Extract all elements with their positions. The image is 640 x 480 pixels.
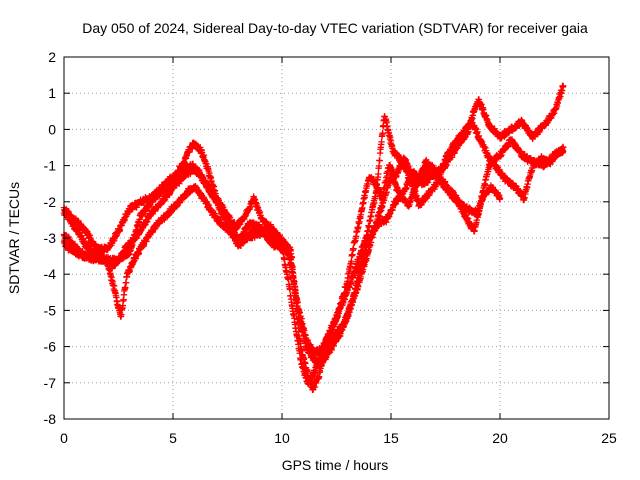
data-point — [155, 193, 163, 200]
data-point — [376, 157, 383, 164]
data-point — [355, 224, 362, 231]
data-point — [122, 279, 130, 286]
data-point — [375, 170, 382, 178]
data-point — [361, 194, 369, 201]
data-points-layer — [60, 82, 567, 394]
data-point — [348, 258, 355, 265]
data-point — [379, 130, 386, 137]
data-point — [350, 245, 357, 252]
data-point — [560, 82, 567, 90]
